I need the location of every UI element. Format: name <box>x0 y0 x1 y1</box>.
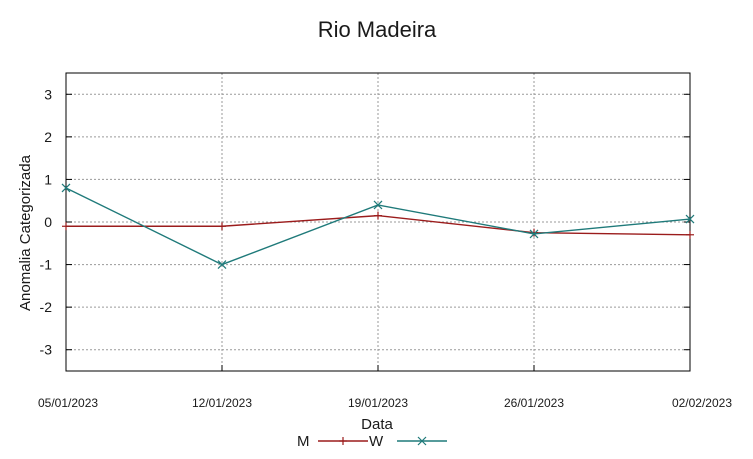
legend-label-W: W <box>369 433 384 450</box>
y-tick-label: -3 <box>40 342 53 358</box>
x-tick-label: 12/01/2023 <box>192 396 252 410</box>
axis-ticks: 3 2 1 0 -1 -2 -3 05/01/2023 12/01/2023 19/01/2023… <box>38 86 732 410</box>
x-tick-label: 26/01/2023 <box>504 396 564 410</box>
y-tick-label: -2 <box>40 299 53 315</box>
y-tick-label: 1 <box>44 171 52 187</box>
series-lines <box>61 183 695 269</box>
y-axis-label: Anomalia Categorizada <box>17 154 34 311</box>
chart-title: Rio Madeira <box>318 17 437 42</box>
x-tick-label: 02/02/2023 <box>672 396 732 410</box>
x-tick-label: 19/01/2023 <box>348 396 408 410</box>
data-point-W <box>217 260 227 269</box>
y-tick-label: 2 <box>44 129 52 145</box>
x-axis-label: Data <box>361 416 393 433</box>
y-tick-label: -1 <box>40 257 53 273</box>
y-tick-label: 0 <box>44 214 52 230</box>
legend-label-M: M <box>297 433 310 450</box>
data-point-W <box>373 200 383 210</box>
legend-marker-W <box>417 436 427 446</box>
data-point-W <box>685 214 695 224</box>
data-point-W <box>61 183 71 193</box>
y-tick-label: 3 <box>44 86 52 102</box>
x-tick-label: 05/01/2023 <box>38 396 98 410</box>
data-point-W <box>529 229 539 239</box>
grid-lines <box>65 73 691 371</box>
